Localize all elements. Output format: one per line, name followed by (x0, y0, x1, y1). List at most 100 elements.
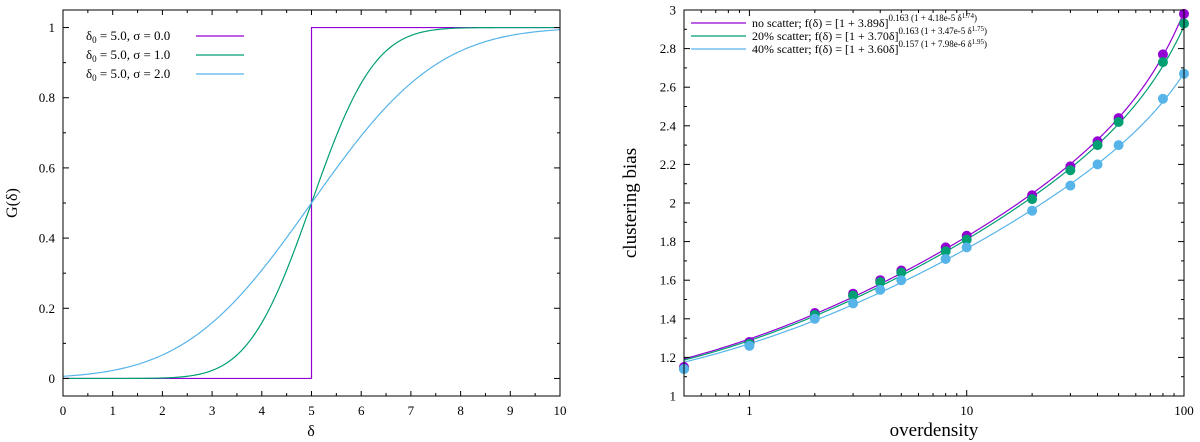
right-legend-main: 20% scatter; f(δ) = [1 + 3.70δ] (752, 29, 898, 43)
left-x-tick-label: 3 (209, 403, 216, 418)
point-purple (1157, 49, 1168, 60)
right-legend-exponent: 0.163 (1 + 4.18e-5 δ (888, 13, 961, 23)
right-y-tick-label: 2.4 (660, 118, 677, 133)
right-legend-label: 20% scatter; f(δ) = [1 + 3.70δ]0.163 (1 … (752, 25, 987, 43)
right-legend-inner-exponent: 1.75 (972, 25, 985, 33)
right-y-tick-label: 2.8 (660, 41, 676, 56)
left-x-tick-label: 7 (408, 403, 415, 418)
left-legend-sub: 0 (92, 73, 97, 83)
right-x-tick-label: 10 (960, 403, 973, 418)
right-legend-main: no scatter; f(δ) = [1 + 3.89δ] (752, 16, 888, 30)
fit-curve-blue (683, 72, 1185, 363)
right-y-tick-label: 1 (670, 389, 677, 404)
point-blue (848, 298, 859, 309)
fit-curve-purple (683, 11, 1185, 360)
left-legend-label: δ0 = 5.0, σ = 0.0 (86, 28, 170, 45)
left-x-tick-label: 4 (259, 403, 266, 418)
point-blue (961, 242, 972, 253)
point-green (1157, 57, 1168, 68)
right-legend: no scatter; f(δ) = [1 + 3.89δ]0.163 (1 +… (691, 12, 987, 56)
curve-blue (62, 29, 561, 377)
right-y-tick-label: 2.6 (660, 80, 677, 95)
left-y-tick-label: 0.4 (39, 231, 56, 246)
left-legend-delta: δ (86, 47, 92, 62)
right-x-tick-label: 1 (746, 403, 753, 418)
right-legend-label: no scatter; f(δ) = [1 + 3.89δ]0.163 (1 +… (752, 12, 977, 30)
point-blue (1027, 205, 1038, 216)
right-legend-main: 40% scatter; f(δ) = [1 + 3.60δ] (752, 42, 898, 56)
right-y-tick-label: 1.8 (660, 234, 676, 249)
right-legend-inner-exponent: 1.74 (962, 12, 975, 20)
left-y-axis-label: G(δ) (4, 188, 21, 218)
left-legend-label: δ0 = 5.0, σ = 2.0 (86, 66, 170, 83)
right-legend-exponent-close: ) (984, 26, 987, 36)
left-legend-rest: = 5.0, σ = 0.0 (97, 28, 171, 43)
left-x-tick-label: 10 (554, 403, 567, 418)
left-legend-rest: = 5.0, σ = 2.0 (97, 66, 171, 81)
left-y-tick-label: 1 (49, 20, 56, 35)
point-green (1065, 165, 1076, 176)
point-blue (1065, 180, 1076, 191)
point-blue (940, 253, 951, 264)
point-blue (1113, 140, 1124, 151)
right-y-tick-label: 1.2 (660, 350, 676, 365)
right-x-axis-label: overdensity (890, 420, 979, 441)
point-blue (896, 275, 907, 286)
left-x-tick-label: 6 (358, 403, 365, 418)
right-legend-exponent: 0.157 (1 + 7.98e-6 δ (898, 39, 971, 49)
right-legend-exponent-close: ) (974, 13, 977, 23)
right-y-axis-label: clustering bias (620, 148, 641, 258)
right-fit-curves (683, 11, 1185, 363)
right-points (679, 8, 1189, 374)
right-y-tick-label: 3 (670, 3, 677, 18)
right-legend-exponent: 0.163 (1 + 3.47e-5 δ (898, 26, 971, 36)
right-ticks: 1 10 100 1 1.2 1.4 1.6 1.8 2 2.2 2.4 2.6 2.8 3 (660, 3, 1194, 419)
left-legend: δ0 = 5.0, σ = 0.0δ0 = 5.0, σ = 1.0δ0 = 5… (86, 28, 244, 83)
point-green (940, 246, 951, 257)
left-y-tick-label: 0.2 (39, 301, 55, 316)
right-y-tick-label: 2 (670, 196, 677, 211)
point-green (961, 234, 972, 245)
point-blue (875, 284, 886, 295)
left-ticks: 0 1 2 3 4 5 6 7 8 9 10 0 0.2 0.4 0.6 0.8 1 (39, 10, 567, 418)
point-blue (1157, 93, 1168, 104)
left-x-tick-label: 2 (159, 403, 166, 418)
point-green (1092, 140, 1103, 151)
right-legend-inner-exponent: 1.95 (972, 38, 985, 46)
left-x-axis-label: δ (307, 423, 315, 440)
left-legend-sub: 0 (92, 54, 97, 64)
point-green (848, 290, 859, 301)
left-x-tick-label: 5 (308, 403, 315, 418)
left-x-tick-label: 9 (507, 403, 514, 418)
right-legend-exponent-close: ) (984, 39, 987, 49)
left-legend-delta: δ (86, 28, 92, 43)
left-x-tick-label: 1 (109, 403, 116, 418)
fit-curve-green (683, 25, 1185, 361)
left-y-tick-label: 0 (49, 371, 56, 386)
right-y-tick-label: 1.6 (660, 273, 677, 288)
right-legend-label: 40% scatter; f(δ) = [1 + 3.60δ]0.157 (1 … (752, 38, 987, 56)
point-green (1027, 194, 1038, 205)
point-green (896, 267, 907, 278)
point-green (875, 277, 886, 288)
left-y-tick-label: 0.8 (39, 90, 55, 105)
point-blue (744, 340, 755, 351)
left-y-tick-label: 0.6 (39, 160, 56, 175)
left-legend-delta: δ (86, 66, 92, 81)
right-y-tick-label: 2.2 (660, 157, 676, 172)
point-blue (809, 313, 820, 324)
right-x-tick-label: 100 (1174, 403, 1194, 418)
left-legend-rest: = 5.0, σ = 1.0 (97, 47, 171, 62)
point-blue (1092, 159, 1103, 170)
left-legend-label: δ0 = 5.0, σ = 1.0 (86, 47, 170, 64)
left-legend-sub: 0 (92, 35, 97, 45)
left-curves (62, 26, 561, 380)
left-x-tick-label: 0 (60, 403, 67, 418)
point-green (1113, 116, 1124, 127)
left-x-tick-label: 8 (457, 403, 464, 418)
right-y-tick-label: 1.4 (660, 311, 677, 326)
right-chart: 1 10 100 1 1.2 1.4 1.6 1.8 2 2.2 2.4 2.6 2.8 3 no sca… (620, 3, 1194, 442)
right-plot-frame (683, 9, 1185, 397)
